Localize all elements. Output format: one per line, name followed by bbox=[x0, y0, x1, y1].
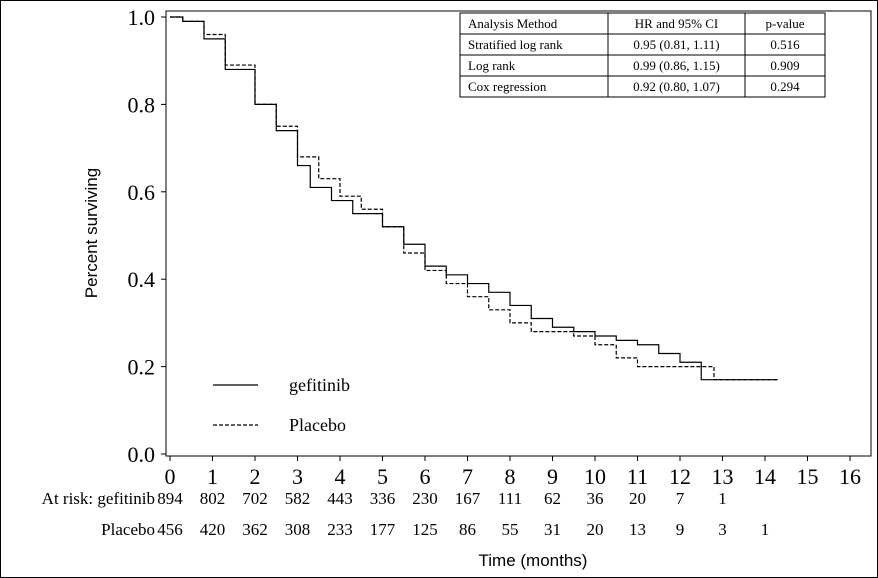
at-risk-value: 7 bbox=[676, 489, 685, 508]
at-risk-value: 55 bbox=[502, 520, 519, 539]
plot-area-border bbox=[165, 10, 872, 457]
legend-label-placebo: Placebo bbox=[289, 415, 346, 435]
at-risk-value: 1 bbox=[761, 520, 770, 539]
at-risk-value: 20 bbox=[629, 489, 646, 508]
stats-table-cell: 0.909 bbox=[770, 58, 799, 73]
at-risk-value: 336 bbox=[370, 489, 396, 508]
at-risk-value: 308 bbox=[285, 520, 311, 539]
x-tick-label: 9 bbox=[547, 464, 558, 489]
y-tick-label: 1.0 bbox=[128, 5, 156, 30]
stats-table-cell: 0.95 (0.81, 1.11) bbox=[633, 37, 719, 52]
x-tick-label: 4 bbox=[335, 464, 346, 489]
at-risk-value: 582 bbox=[285, 489, 311, 508]
y-axis-label: Percent surviving bbox=[82, 168, 101, 298]
x-axis-label: Time (months) bbox=[479, 551, 588, 570]
stats-table-cell: Log rank bbox=[468, 58, 516, 73]
series-layer bbox=[170, 16, 778, 381]
stats-table-cell: Stratified log rank bbox=[468, 37, 563, 52]
x-tick-label: 13 bbox=[712, 464, 734, 489]
at-risk-value: 443 bbox=[327, 489, 353, 508]
x-tick-label: 6 bbox=[420, 464, 431, 489]
at-risk-value: 1 bbox=[718, 489, 727, 508]
at-risk-row-label: At risk: gefitinib bbox=[42, 489, 155, 508]
y-tick-label: 0.4 bbox=[128, 267, 156, 292]
at-risk-value: 86 bbox=[459, 520, 476, 539]
stats-table-cell: 0.99 (0.86, 1.15) bbox=[633, 58, 720, 73]
stats-table-cell: 0.516 bbox=[770, 37, 800, 52]
x-tick-label: 11 bbox=[627, 464, 648, 489]
legend-label-gefitinib: gefitinib bbox=[289, 375, 350, 395]
at-risk-value: 456 bbox=[157, 520, 183, 539]
at-risk-row-label: Placebo bbox=[101, 520, 155, 539]
at-risk-value: 3 bbox=[718, 520, 727, 539]
x-tick-label: 12 bbox=[669, 464, 691, 489]
x-tick-label: 5 bbox=[377, 464, 388, 489]
stats-table-cell: 0.92 (0.80, 1.07) bbox=[633, 79, 720, 94]
at-risk-value: 62 bbox=[544, 489, 561, 508]
x-tick-label: 15 bbox=[797, 464, 819, 489]
at-risk-value: 894 bbox=[157, 489, 183, 508]
y-tick-label: 0.6 bbox=[128, 180, 156, 205]
y-tick-label: 0.0 bbox=[128, 442, 156, 467]
at-risk-table: At risk: gefitinib 894 802 702 582 443 336 230 1… bbox=[42, 489, 770, 539]
x-tick-label: 1 bbox=[207, 464, 218, 489]
x-tick-label: 14 bbox=[754, 464, 776, 489]
x-tick-label: 3 bbox=[292, 464, 303, 489]
x-tick-label: 7 bbox=[462, 464, 473, 489]
at-risk-value: 230 bbox=[412, 489, 438, 508]
x-tick-label: 10 bbox=[584, 464, 606, 489]
at-risk-value: 177 bbox=[370, 520, 396, 539]
y-tick-label: 0.8 bbox=[128, 92, 156, 117]
at-risk-value: 36 bbox=[587, 489, 604, 508]
stats-table-header: p-value bbox=[766, 16, 805, 31]
at-risk-value: 125 bbox=[412, 520, 438, 539]
stats-table: Analysis Method HR and 95% CI p-value Strat… bbox=[459, 12, 826, 98]
x-tick-label: 16 bbox=[839, 464, 861, 489]
at-risk-value: 31 bbox=[544, 520, 561, 539]
x-tick-label: 2 bbox=[250, 464, 261, 489]
at-risk-value: 9 bbox=[676, 520, 685, 539]
at-risk-value: 111 bbox=[498, 489, 522, 508]
legend: gefitinib Placebo bbox=[213, 375, 350, 435]
at-risk-value: 702 bbox=[242, 489, 268, 508]
stats-table-header: HR and 95% CI bbox=[635, 16, 718, 31]
x-tick-label: 8 bbox=[505, 464, 516, 489]
stats-table-header: Analysis Method bbox=[468, 16, 558, 31]
at-risk-value: 362 bbox=[242, 520, 268, 539]
at-risk-value: 20 bbox=[587, 520, 604, 539]
x-tick-label: 0 bbox=[165, 464, 176, 489]
at-risk-value: 13 bbox=[629, 520, 646, 539]
stats-table-cell: 0.294 bbox=[770, 79, 800, 94]
x-axis-ticks: 0 1 2 3 4 5 6 7 8 9 10 11 12 13 14 15 16 bbox=[165, 456, 861, 489]
stats-table-cell: Cox regression bbox=[468, 79, 547, 94]
y-tick-label: 0.2 bbox=[128, 355, 156, 380]
at-risk-value: 167 bbox=[455, 489, 481, 508]
y-axis-ticks: 0.0 0.2 0.4 0.6 0.8 1.0 bbox=[128, 5, 166, 467]
at-risk-value: 420 bbox=[200, 520, 226, 539]
at-risk-value: 233 bbox=[327, 520, 353, 539]
at-risk-value: 802 bbox=[200, 489, 226, 508]
